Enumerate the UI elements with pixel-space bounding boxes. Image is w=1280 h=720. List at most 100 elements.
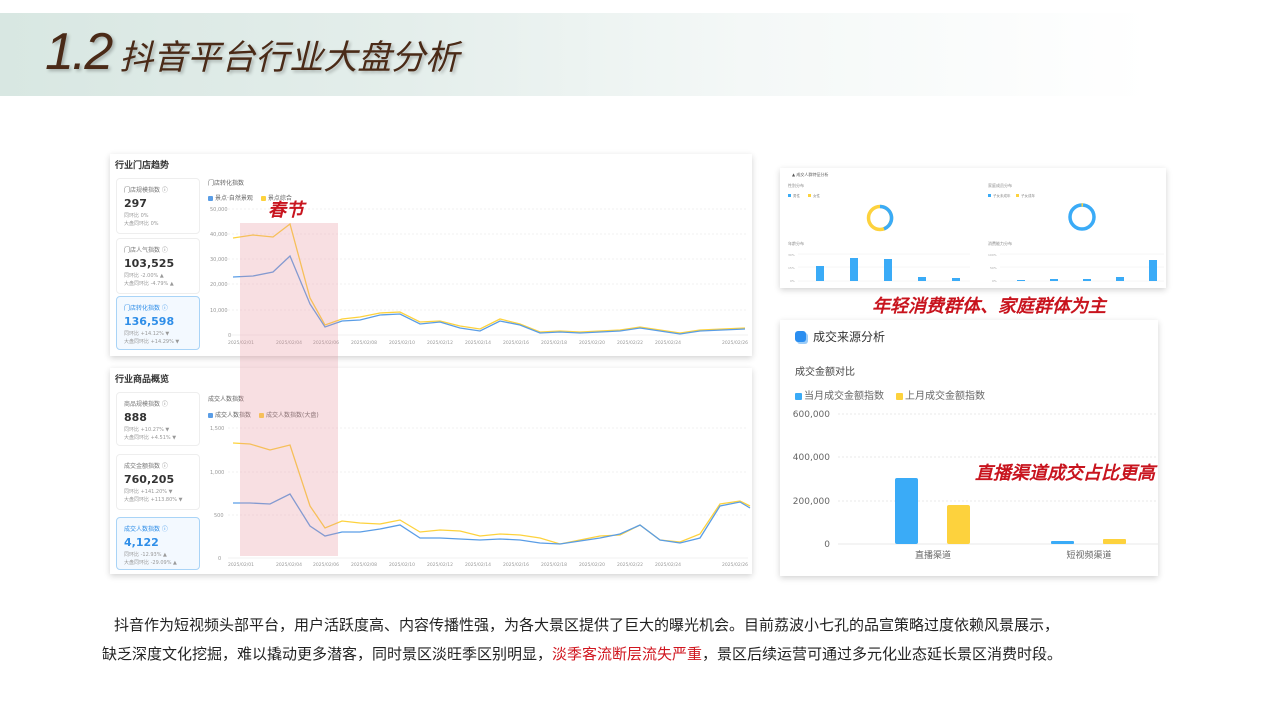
svg-text:消费能力分布: 消费能力分布 (988, 240, 1012, 246)
svg-text:2025/02/16: 2025/02/16 (503, 562, 529, 568)
spring-festival-label: 春节 (268, 200, 304, 221)
buyers-line-chart: 1,500 1,000 500 0 2025/02/01 2025/02/04 2025/… (210, 426, 751, 568)
kpi-change: 同环比 +141.20% ▼ (124, 489, 173, 495)
kpi-change-market: 大盘同环比 +14.29% ▼ (124, 339, 180, 345)
section-number: 1.2 (45, 23, 113, 81)
panel-title: 行业商品概览 (115, 375, 170, 385)
svg-text:2025/02/04: 2025/02/04 (276, 562, 302, 568)
title-band (0, 13, 1150, 96)
svg-text:0: 0 (218, 556, 221, 562)
channel-label: 直播渠道成交占比更高 (975, 463, 1155, 484)
legend-item[interactable]: 景点综合 (260, 193, 292, 202)
store-trend-line-chart: 50,000 40,000 30,000 20,000 10,000 0 2025/02… (210, 207, 748, 346)
svg-text:100%: 100% (988, 253, 997, 257)
kpi-change-market: 大盘同环比 +113.80% ▼ (124, 497, 183, 503)
audience-panel: ▲ 成交人群特征分析 性别分布 家庭成员分布 年龄分布 消费能力分布 男性 女性… (780, 168, 1166, 288)
kpi-change-market: 大盘同环比 +4.51% ▼ (124, 435, 177, 441)
svg-text:家庭成员分布: 家庭成员分布 (988, 182, 1012, 188)
kpi-value: 4,122 (124, 536, 159, 549)
svg-text:2025/02/01: 2025/02/01 (228, 340, 254, 346)
svg-text:2025/02/06: 2025/02/06 (313, 562, 339, 568)
kpi-change: 同环比 +14.12% ▼ (124, 331, 170, 337)
svg-text:直播渠道: 直播渠道 (915, 549, 951, 561)
svg-text:2025/02/14: 2025/02/14 (465, 562, 491, 568)
svg-text:1,500: 1,500 (210, 426, 224, 432)
svg-text:短视频渠道: 短视频渠道 (1066, 549, 1111, 561)
svg-text:0%: 0% (992, 279, 997, 283)
legend-item[interactable]: 景点·自然景观 (208, 193, 253, 202)
svg-text:0%: 0% (790, 279, 795, 283)
svg-text:2025/02/08: 2025/02/08 (351, 562, 377, 568)
chart-subtitle: 成交人数指数 (208, 396, 245, 403)
kpi-change: 同环比 +10.27% ▼ (124, 427, 170, 433)
svg-text:2025/02/26: 2025/02/26 (722, 340, 748, 346)
svg-text:30,000: 30,000 (210, 257, 228, 263)
chat-bubble-icon (795, 331, 806, 342)
kpi-value: 760,205 (124, 473, 175, 486)
chart-legend[interactable]: 当月成交金额指数 上月成交金额指数 (795, 387, 985, 402)
legend-item-current-month[interactable]: 当月成交金额指数 (795, 387, 884, 402)
kpi-label: 成交金额指数 ⓘ (124, 463, 168, 470)
product-overview-panel: 行业商品概览 商品规模指数 ⓘ 888 同环比 +10.27% ▼ 大盘同环比 … (110, 368, 752, 574)
svg-text:▲ 成交人群特征分析: ▲ 成交人群特征分析 (792, 171, 828, 177)
svg-text:2025/02/06: 2025/02/06 (313, 340, 339, 346)
kpi-card-active[interactable]: 门店转化指数 ⓘ 136,598 同环比 +14.12% ▼ 大盘同环比 +14… (116, 296, 200, 350)
kpi-card[interactable]: 门店规模指数 ⓘ 297 同环比 0% 大盘同环比 0% (116, 178, 200, 234)
kpi-value: 103,525 (124, 257, 175, 270)
svg-text:50%: 50% (990, 266, 997, 270)
kpi-label: 门店人气指数 ⓘ (124, 247, 168, 254)
page-title: 1.2 抖音平台行业大盘分析 (45, 22, 459, 82)
chart-legend[interactable]: 景点·自然景观 景点综合 (208, 193, 292, 202)
svg-text:2025/02/10: 2025/02/10 (389, 562, 415, 568)
svg-text:20,000: 20,000 (210, 282, 228, 288)
svg-text:年龄分布: 年龄分布 (788, 240, 804, 246)
svg-text:50,000: 50,000 (210, 207, 228, 213)
legend-item[interactable]: 成交人数指数(大盘) (259, 410, 319, 419)
kpi-label: 商品规模指数 ⓘ (124, 401, 168, 408)
panel-header: 成交来源分析 (795, 328, 885, 345)
legend-item-last-month[interactable]: 上月成交金额指数 (896, 387, 985, 402)
svg-text:2025/02/01: 2025/02/01 (228, 562, 254, 568)
source-analysis-panel: 成交来源分析 成交金额对比 当月成交金额指数 上月成交金额指数 600,000 4… (780, 320, 1158, 576)
svg-text:2025/02/12: 2025/02/12 (427, 340, 453, 346)
svg-text:30%: 30% (788, 253, 795, 257)
kpi-value: 888 (124, 411, 147, 424)
svg-text:男性: 男性 (793, 193, 801, 198)
svg-text:2025/02/18: 2025/02/18 (541, 340, 567, 346)
kpi-card[interactable]: 商品规模指数 ⓘ 888 同环比 +10.27% ▼ 大盘同环比 +4.51% … (116, 392, 200, 446)
svg-text:女性: 女性 (813, 193, 821, 198)
legend-item[interactable]: 成交人数指数 (208, 410, 251, 419)
svg-text:600,000: 600,000 (793, 410, 830, 420)
kpi-value: 136,598 (124, 315, 175, 328)
section-title: 抖音平台行业大盘分析 (119, 38, 460, 78)
svg-text:2025/02/16: 2025/02/16 (503, 340, 529, 346)
kpi-change-market: 大盘同环比 0% (124, 221, 159, 227)
svg-text:子女未成年: 子女未成年 (993, 193, 1011, 198)
demographics-label: 年轻消费群体、家庭群体为主 (872, 296, 1106, 317)
svg-text:0: 0 (228, 333, 231, 339)
svg-text:2025/02/22: 2025/02/22 (617, 340, 643, 346)
svg-text:1,000: 1,000 (210, 470, 224, 476)
svg-text:2025/02/24: 2025/02/24 (655, 340, 681, 346)
svg-text:2025/02/22: 2025/02/22 (617, 562, 643, 568)
svg-text:2025/02/12: 2025/02/12 (427, 562, 453, 568)
svg-text:40,000: 40,000 (210, 232, 228, 238)
channel-bar-chart: 600,000 400,000 200,000 0 直播渠道 短视频渠道 (793, 410, 1158, 561)
svg-text:2025/02/04: 2025/02/04 (276, 340, 302, 346)
svg-text:2025/02/14: 2025/02/14 (465, 340, 491, 346)
kpi-card[interactable]: 成交金额指数 ⓘ 760,205 同环比 +141.20% ▼ 大盘同环比 +1… (116, 454, 200, 510)
svg-text:2025/02/10: 2025/02/10 (389, 340, 415, 346)
svg-text:2025/02/18: 2025/02/18 (541, 562, 567, 568)
chart-subtitle: 门店转化指数 (208, 180, 245, 187)
caption-line-2: 缺乏深度文化挖掘，难以撬动更多潜客，同时景区淡旺季区别明显，淡季客流断层流失严重… (102, 645, 1063, 663)
chart-legend[interactable]: 成交人数指数 成交人数指数(大盘) (208, 410, 319, 419)
caption-text: 抖音作为短视频头部平台，用户活跃度高、内容传播性强，为各大景区提供了巨大的曝光机… (102, 611, 1184, 669)
svg-text:2025/02/08: 2025/02/08 (351, 340, 377, 346)
kpi-change: 同环比 -12.93% ▲ (124, 552, 167, 558)
kpi-card[interactable]: 门店人气指数 ⓘ 103,525 同环比 -2.00% ▲ 大盘同环比 -4.7… (116, 238, 200, 294)
panel-title: 行业门店趋势 (115, 161, 170, 171)
kpi-value: 297 (124, 197, 147, 210)
kpi-card-active[interactable]: 成交人数指数 ⓘ 4,122 同环比 -12.93% ▲ 大盘同环比 -29.0… (116, 517, 200, 570)
audience-charts: ▲ 成交人群特征分析 性别分布 家庭成员分布 年龄分布 消费能力分布 男性 女性… (788, 171, 1164, 283)
